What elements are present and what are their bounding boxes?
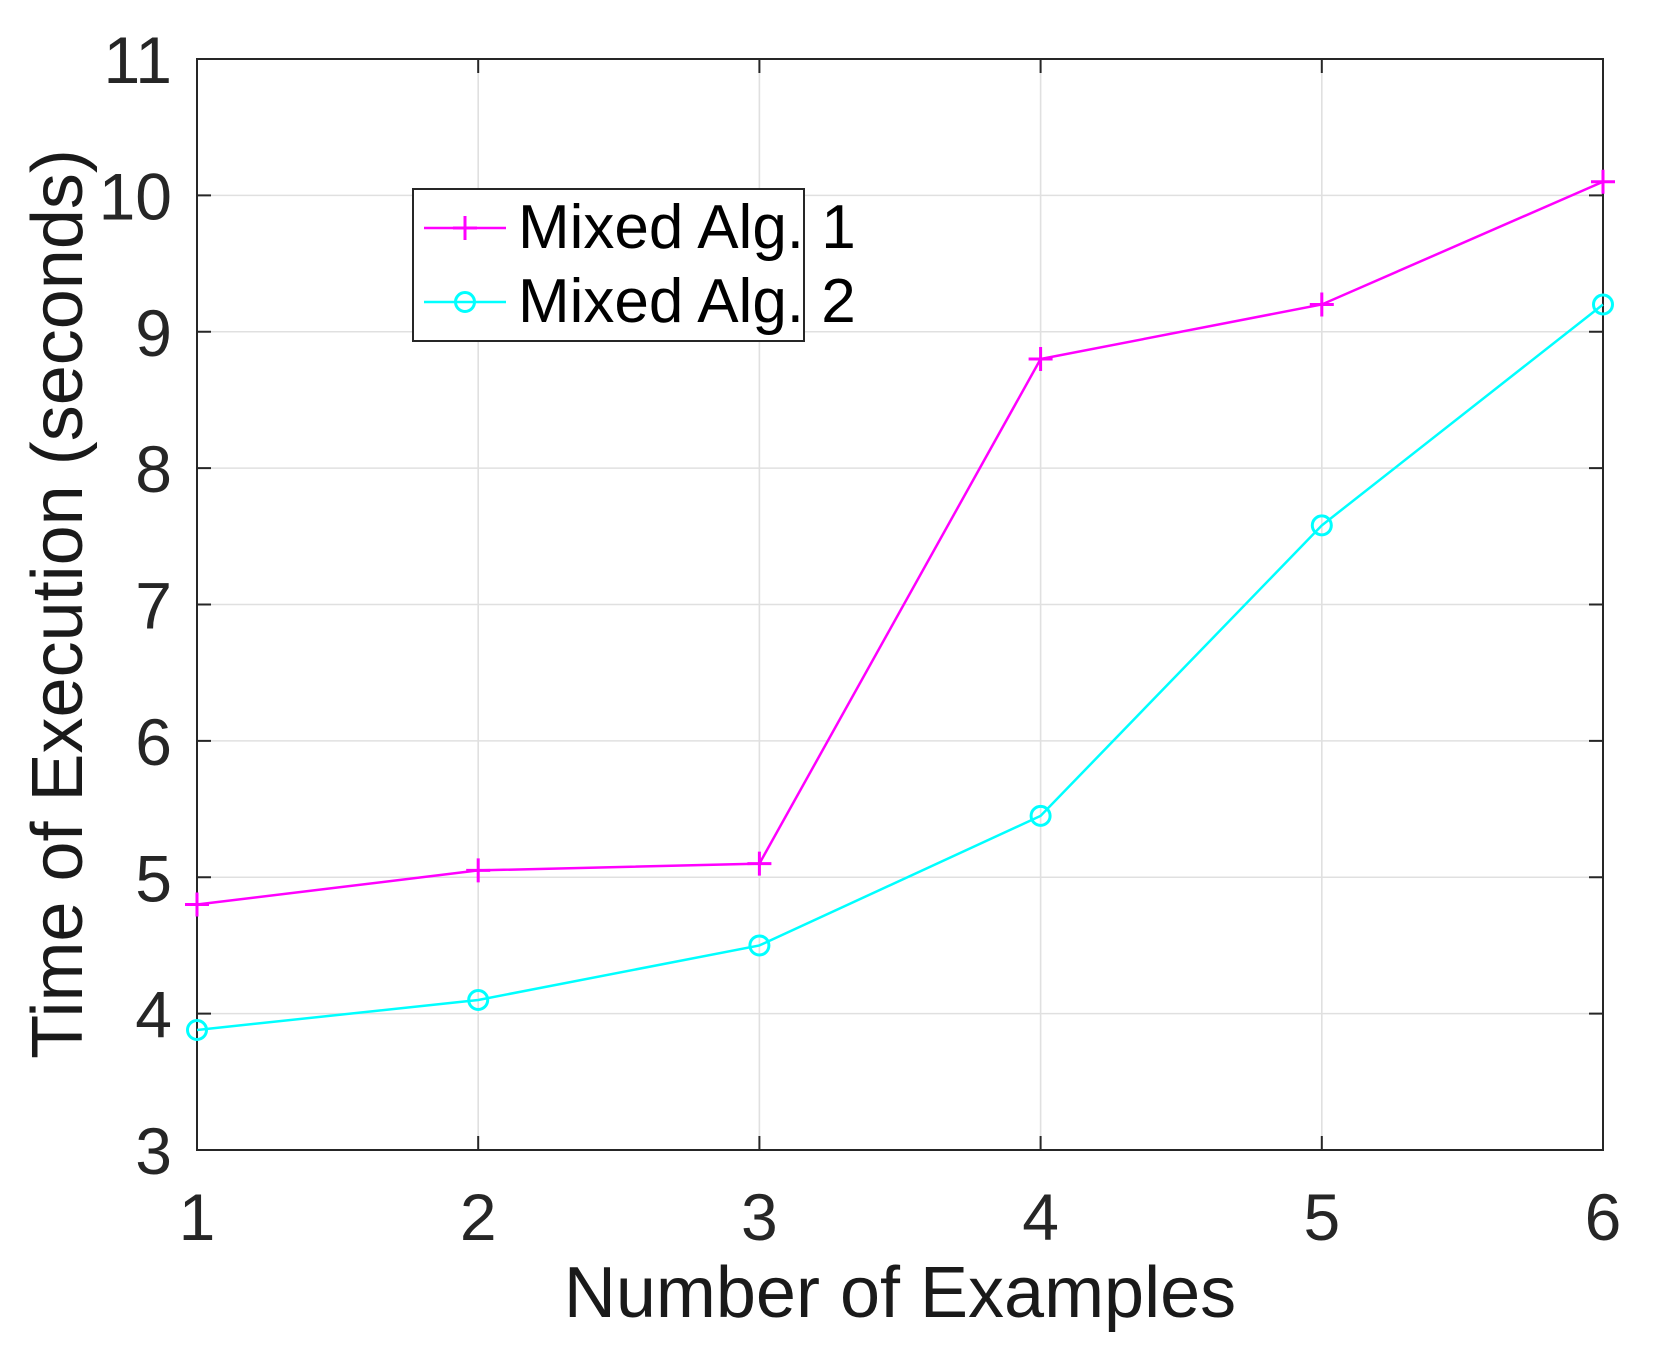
x-tick-label: 3 bbox=[741, 1180, 778, 1254]
legend-label: Mixed Alg. 1 bbox=[518, 193, 856, 262]
series-1-plus-marker-icon bbox=[466, 858, 491, 883]
legend-plus-marker-icon bbox=[453, 216, 477, 240]
y-tick-label: 8 bbox=[135, 432, 172, 506]
x-tick-label: 2 bbox=[460, 1180, 497, 1254]
x-axis-label: Number of Examples bbox=[563, 1253, 1237, 1333]
legend-item-mixed-alg-1: Mixed Alg. 1 bbox=[420, 191, 856, 265]
legend-label: Mixed Alg. 2 bbox=[518, 267, 856, 336]
series-1-plus-marker-icon bbox=[1028, 347, 1053, 372]
y-tick-label: 10 bbox=[99, 159, 172, 233]
series-2-circle-marker-icon bbox=[186, 1018, 208, 1041]
y-axis-label: Time of Execution (seconds) bbox=[18, 149, 98, 1059]
series-2-circle-marker-icon bbox=[1310, 514, 1333, 537]
legend-line-sample-icon bbox=[424, 291, 506, 313]
series-1-plus-marker-icon bbox=[1591, 169, 1615, 194]
series-1-plus-marker-icon bbox=[185, 892, 209, 917]
y-tick-label: 7 bbox=[135, 569, 172, 643]
series-line-1 bbox=[196, 180, 1604, 906]
x-tick-label: 1 bbox=[179, 1180, 216, 1254]
y-tick-label: 3 bbox=[135, 1114, 172, 1188]
y-tick-label: 9 bbox=[135, 296, 172, 370]
y-tick-label: 5 bbox=[135, 841, 172, 915]
legend: Mixed Alg. 1 Mixed Alg. 2 bbox=[412, 188, 856, 342]
x-tick-label: 6 bbox=[1585, 1180, 1622, 1254]
y-tick-label: 11 bbox=[103, 23, 172, 97]
legend-circle-marker-icon bbox=[454, 291, 476, 313]
x-tick-label: 5 bbox=[1303, 1180, 1340, 1254]
y-tick-label: 4 bbox=[135, 978, 172, 1052]
legend-item-mixed-alg-2: Mixed Alg. 2 bbox=[420, 265, 856, 339]
series-1-plus-marker-icon bbox=[1309, 292, 1334, 317]
series-1-plus-marker-icon bbox=[747, 851, 772, 876]
legend-line-sample-icon bbox=[424, 216, 506, 240]
series-2-circle-marker-icon bbox=[748, 934, 771, 957]
x-tick-label: 4 bbox=[1022, 1180, 1059, 1254]
series-2-circle-marker-icon bbox=[1592, 293, 1614, 316]
y-tick-label: 6 bbox=[135, 705, 172, 779]
series-line-2 bbox=[196, 303, 1604, 1032]
series-2-circle-marker-icon bbox=[467, 988, 490, 1011]
series-2-circle-marker-icon bbox=[1029, 804, 1052, 827]
